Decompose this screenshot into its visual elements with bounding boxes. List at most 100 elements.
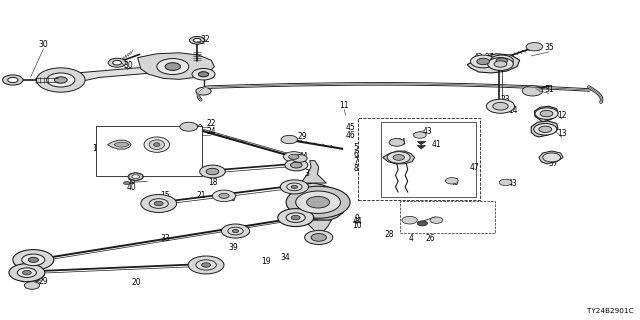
Circle shape bbox=[278, 209, 314, 227]
Text: 18: 18 bbox=[208, 178, 217, 187]
Circle shape bbox=[477, 58, 490, 65]
Circle shape bbox=[486, 99, 515, 113]
Circle shape bbox=[157, 59, 189, 75]
Text: TY24B2901C: TY24B2901C bbox=[587, 308, 634, 314]
Text: 12: 12 bbox=[557, 111, 566, 120]
Polygon shape bbox=[531, 121, 558, 137]
Text: 5: 5 bbox=[353, 143, 358, 152]
Polygon shape bbox=[114, 142, 129, 147]
Bar bbox=[400, 201, 495, 233]
Text: 1: 1 bbox=[92, 144, 97, 153]
Circle shape bbox=[196, 260, 216, 270]
Circle shape bbox=[3, 75, 23, 85]
Text: 21: 21 bbox=[197, 191, 206, 200]
Circle shape bbox=[488, 58, 513, 70]
Circle shape bbox=[22, 270, 31, 275]
Circle shape bbox=[284, 152, 304, 162]
Circle shape bbox=[8, 77, 18, 83]
Circle shape bbox=[522, 86, 543, 96]
Circle shape bbox=[17, 268, 36, 277]
Circle shape bbox=[291, 162, 302, 168]
Text: 16: 16 bbox=[160, 199, 170, 208]
Circle shape bbox=[291, 215, 300, 220]
Circle shape bbox=[387, 152, 410, 163]
Circle shape bbox=[202, 263, 211, 267]
Circle shape bbox=[280, 180, 308, 194]
Circle shape bbox=[36, 68, 85, 92]
Text: 42: 42 bbox=[474, 53, 484, 62]
Bar bbox=[381, 122, 476, 197]
Circle shape bbox=[193, 38, 201, 42]
Circle shape bbox=[47, 73, 75, 87]
Circle shape bbox=[470, 55, 496, 68]
Text: 47: 47 bbox=[470, 163, 480, 172]
Circle shape bbox=[402, 216, 417, 224]
Text: 8: 8 bbox=[353, 164, 358, 173]
Polygon shape bbox=[61, 67, 173, 86]
Circle shape bbox=[192, 68, 215, 80]
Ellipse shape bbox=[149, 140, 164, 149]
Text: 7: 7 bbox=[353, 157, 358, 166]
Circle shape bbox=[305, 230, 333, 244]
Circle shape bbox=[124, 181, 130, 185]
Bar bbox=[358, 118, 480, 200]
Circle shape bbox=[221, 224, 250, 238]
Text: 20: 20 bbox=[131, 278, 141, 287]
Text: 32: 32 bbox=[200, 36, 210, 44]
Text: 31: 31 bbox=[544, 85, 554, 94]
Text: 9: 9 bbox=[355, 214, 360, 223]
Text: 14: 14 bbox=[508, 106, 518, 115]
Text: 25: 25 bbox=[500, 103, 511, 112]
Circle shape bbox=[154, 201, 163, 206]
Circle shape bbox=[534, 124, 557, 135]
Circle shape bbox=[219, 193, 229, 198]
Ellipse shape bbox=[154, 143, 160, 147]
Text: 4: 4 bbox=[409, 234, 414, 243]
Text: 37: 37 bbox=[548, 159, 559, 168]
Polygon shape bbox=[539, 151, 563, 164]
Text: 23: 23 bbox=[500, 95, 511, 104]
Text: 11: 11 bbox=[340, 101, 349, 110]
Polygon shape bbox=[467, 54, 520, 73]
Circle shape bbox=[286, 213, 305, 222]
Circle shape bbox=[430, 217, 443, 223]
Text: 43: 43 bbox=[449, 178, 460, 187]
Text: 28: 28 bbox=[385, 230, 394, 239]
Circle shape bbox=[14, 269, 27, 276]
Circle shape bbox=[13, 250, 54, 270]
Circle shape bbox=[496, 58, 508, 64]
Circle shape bbox=[445, 178, 458, 184]
Text: 30: 30 bbox=[38, 40, 49, 49]
Circle shape bbox=[281, 135, 298, 144]
Circle shape bbox=[149, 199, 168, 208]
Text: 15: 15 bbox=[160, 191, 170, 200]
Bar bbox=[96, 126, 202, 176]
Circle shape bbox=[543, 153, 561, 162]
Polygon shape bbox=[383, 151, 415, 164]
Text: 44: 44 bbox=[397, 138, 407, 147]
Text: 35: 35 bbox=[544, 44, 554, 52]
Text: FR.: FR. bbox=[15, 267, 29, 276]
Text: 17: 17 bbox=[207, 171, 218, 180]
Polygon shape bbox=[108, 140, 131, 149]
Circle shape bbox=[200, 165, 225, 178]
Circle shape bbox=[206, 168, 219, 175]
Text: 44: 44 bbox=[298, 152, 308, 161]
Polygon shape bbox=[304, 220, 332, 235]
Text: 43: 43 bbox=[422, 127, 433, 136]
Circle shape bbox=[539, 126, 552, 132]
Circle shape bbox=[188, 256, 224, 274]
Circle shape bbox=[499, 179, 512, 186]
Text: 34: 34 bbox=[280, 253, 290, 262]
Ellipse shape bbox=[144, 137, 170, 152]
Text: 41: 41 bbox=[431, 140, 442, 149]
Text: 24: 24 bbox=[206, 127, 216, 136]
Text: 19: 19 bbox=[260, 257, 271, 266]
Circle shape bbox=[22, 254, 45, 266]
Text: 38: 38 bbox=[126, 176, 136, 185]
Text: 3: 3 bbox=[305, 169, 310, 178]
Circle shape bbox=[28, 257, 38, 262]
Polygon shape bbox=[301, 161, 326, 183]
Text: 29: 29 bbox=[38, 277, 49, 286]
Circle shape bbox=[180, 122, 198, 131]
